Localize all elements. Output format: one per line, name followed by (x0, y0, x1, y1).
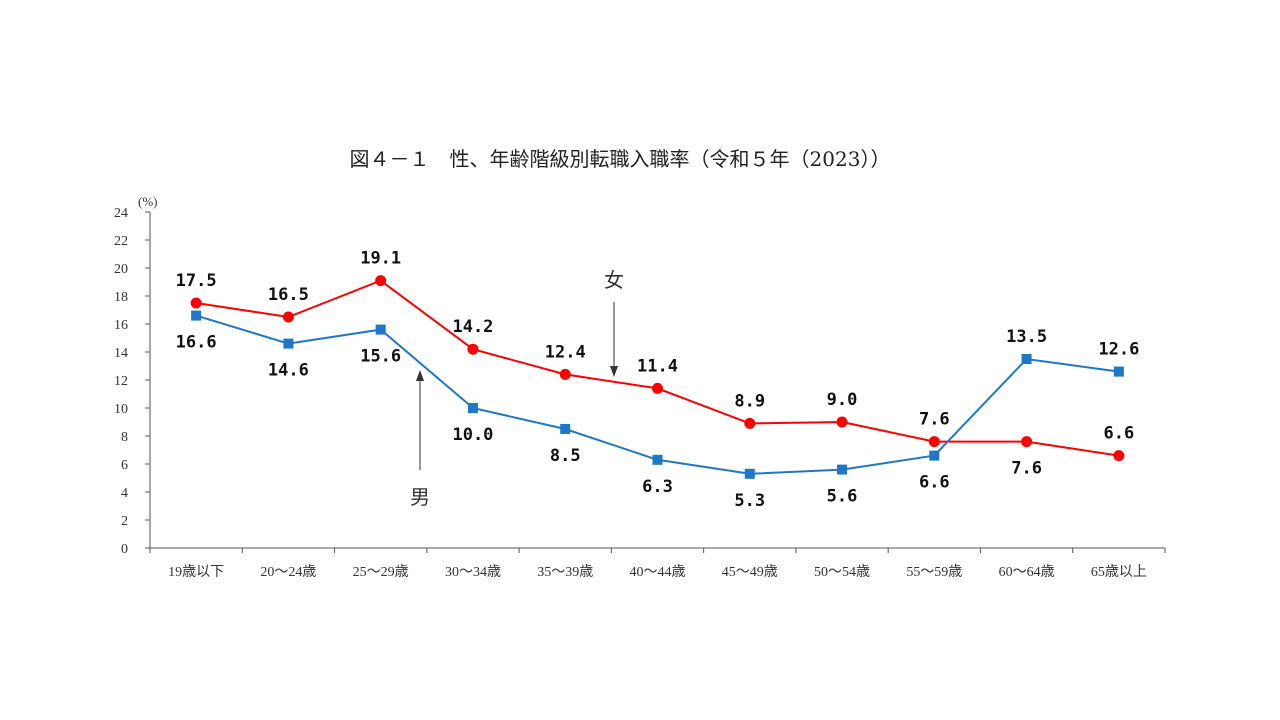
data-point (191, 310, 202, 321)
data-point (929, 450, 940, 461)
y-tick-label: 10 (114, 402, 128, 417)
data-label: 11.4 (637, 356, 678, 376)
data-point (744, 417, 756, 429)
x-category-label: 65歳以上 (1091, 564, 1147, 580)
x-category-label: 60～64歳 (999, 564, 1055, 580)
data-point (560, 424, 571, 434)
x-category-label: 55～59歳 (906, 564, 962, 580)
series-tag-female: 女 (604, 268, 624, 292)
data-label: 16.5 (268, 285, 309, 305)
data-label: 12.4 (545, 342, 586, 362)
data-label: 15.6 (360, 347, 401, 367)
x-category-label: 45～49歳 (722, 564, 778, 580)
data-label: 17.5 (176, 271, 217, 291)
y-tick-label: 8 (121, 430, 128, 445)
y-tick-label: 12 (114, 374, 128, 389)
chart-title: 図４－１ 性、年齢階級別転職入職率（令和５年（2023）） (350, 147, 891, 171)
data-label: 7.6 (1011, 459, 1042, 479)
y-tick-label: 18 (114, 290, 128, 305)
data-point (375, 275, 387, 287)
data-label: 14.2 (452, 317, 493, 337)
data-point (744, 468, 755, 479)
data-point (375, 324, 386, 335)
data-label: 10.0 (452, 425, 493, 445)
data-point (1113, 450, 1125, 462)
y-tick-label: 16 (114, 318, 128, 333)
arrow-head-female (610, 366, 618, 377)
data-point (836, 416, 848, 428)
x-category-label: 25～29歳 (353, 564, 409, 580)
x-category-label: 40～44歳 (630, 564, 686, 580)
series-female (190, 275, 1125, 462)
series-male (191, 310, 1124, 479)
arrow-head-male (416, 370, 424, 381)
series-line (195, 314, 1119, 475)
data-point (283, 338, 294, 349)
data-point (282, 311, 294, 323)
y-tick-label: 14 (114, 346, 128, 361)
data-point (1021, 354, 1032, 364)
y-axis-unit: (%) (138, 194, 158, 209)
series-tag-male: 男 (410, 485, 430, 509)
data-label: 16.6 (176, 333, 217, 353)
y-tick-label: 0 (121, 542, 128, 557)
data-label: 6.3 (642, 477, 673, 497)
annotation-layer: 17.5 16.5 19.1 14.2 12.4 11.4 8.9 9.0 7.6 7.6 6.6 1… (176, 249, 1140, 511)
data-label: 8.5 (550, 446, 581, 466)
y-tick-label: 22 (114, 234, 128, 249)
data-point (837, 464, 848, 475)
data-point (467, 343, 479, 355)
x-category-label: 35～39歳 (537, 564, 593, 580)
data-label: 19.1 (360, 249, 401, 269)
data-point (652, 454, 663, 465)
data-point (190, 297, 202, 309)
y-tick-label: 4 (121, 486, 128, 501)
data-label: 5.3 (734, 491, 765, 511)
x-category-label: 50～54歳 (814, 564, 870, 580)
data-point (467, 403, 478, 413)
x-category-label: 19歳以下 (168, 564, 224, 580)
data-point (928, 436, 940, 448)
x-category-label: 20～24歳 (260, 564, 316, 580)
data-point (1113, 366, 1124, 377)
x-category-label: 30～34歳 (445, 564, 501, 580)
data-point (1021, 436, 1033, 448)
data-label: 8.9 (734, 391, 765, 411)
data-label: 7.6 (919, 410, 950, 430)
data-label: 14.6 (268, 361, 309, 381)
data-label: 9.0 (827, 390, 858, 410)
data-label: 5.6 (827, 487, 858, 507)
y-tick-label: 6 (121, 458, 128, 473)
y-tick-label: 24 (114, 206, 128, 221)
data-point (559, 368, 571, 380)
y-tick-label: 2 (121, 514, 128, 529)
series-layer (190, 275, 1125, 479)
data-label: 6.6 (1104, 424, 1135, 444)
data-label: 12.6 (1098, 340, 1139, 360)
y-tick-label: 20 (114, 262, 128, 277)
data-point (652, 382, 663, 394)
data-label: 6.6 (919, 473, 950, 493)
data-label: 13.5 (1006, 327, 1047, 347)
